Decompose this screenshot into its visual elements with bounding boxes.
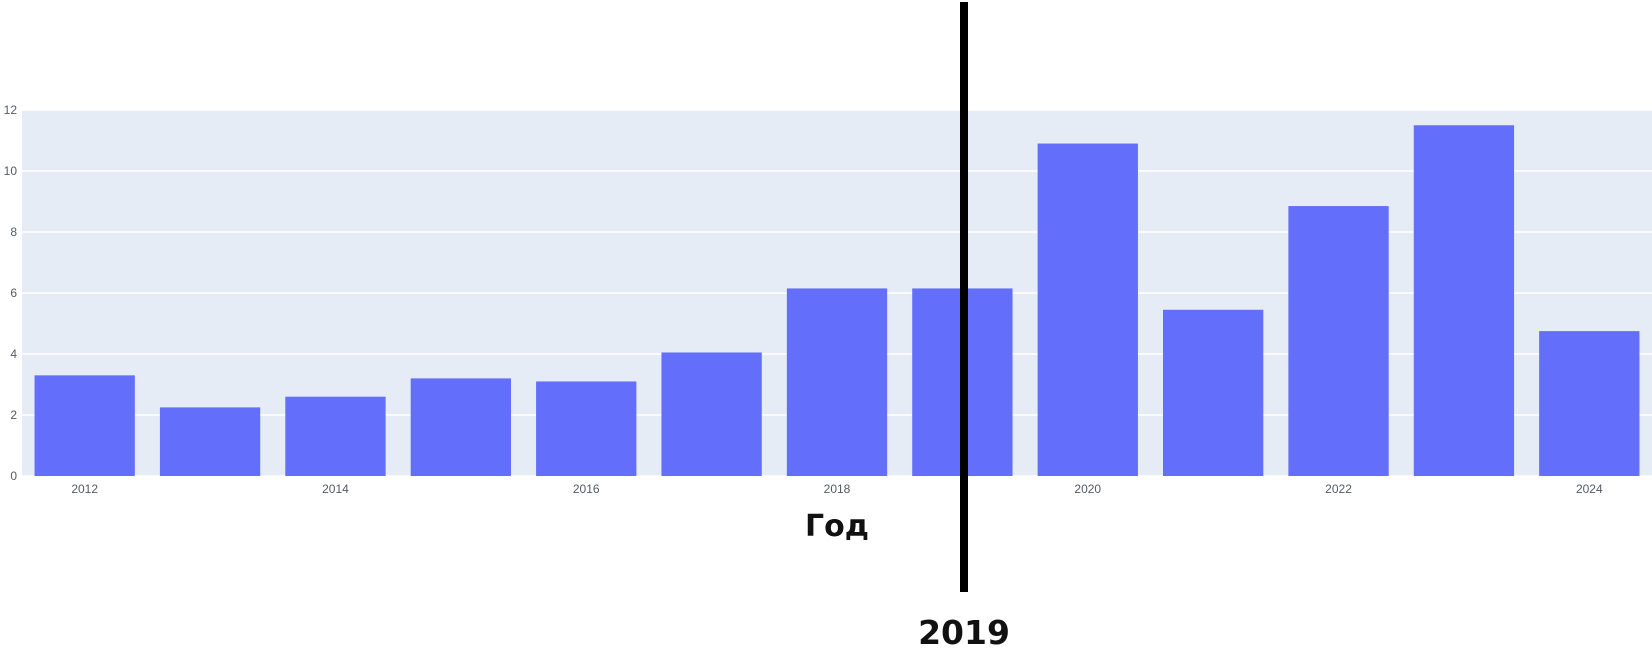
x-axis-ticks: 2012 2014 2016 2018 2020 2022 2024 — [71, 482, 1603, 496]
bar-2016 — [536, 381, 637, 476]
bar-2022 — [1288, 206, 1389, 476]
bar-2012 — [34, 375, 135, 476]
bar-2017 — [661, 352, 762, 476]
y-tick-label: 2 — [10, 408, 17, 422]
y-tick-label: 8 — [10, 225, 17, 239]
bar-2013 — [159, 407, 261, 476]
x-tick-label: 2020 — [1074, 482, 1101, 496]
x-tick-label: 2018 — [824, 482, 851, 496]
y-tick-label: 12 — [4, 103, 18, 117]
x-tick-label: 2014 — [322, 482, 349, 496]
y-tick-label: 0 — [10, 469, 17, 483]
x-tick-label: 2016 — [573, 482, 600, 496]
y-tick-label: 4 — [10, 347, 17, 361]
y-axis-ticks: 0 2 4 6 8 10 12 — [4, 103, 18, 483]
bar-2020 — [1037, 143, 1138, 477]
bar-2023 — [1413, 125, 1515, 476]
x-tick-label: 2022 — [1325, 482, 1352, 496]
bar-2018 — [786, 288, 888, 476]
vertical-marker-label: 2019 — [918, 613, 1010, 649]
bars — [34, 125, 1640, 477]
x-tick-label: 2012 — [71, 482, 98, 496]
y-tick-label: 6 — [10, 286, 17, 300]
bar-2015 — [410, 378, 511, 476]
bar-2024 — [1539, 331, 1640, 476]
annotations: 2019 — [918, 2, 1010, 649]
x-tick-label: 2024 — [1576, 482, 1603, 496]
x-axis-label: Год — [805, 509, 869, 544]
bar-2014 — [285, 396, 386, 476]
y-tick-label: 10 — [4, 164, 18, 178]
bar-2021 — [1163, 309, 1264, 476]
